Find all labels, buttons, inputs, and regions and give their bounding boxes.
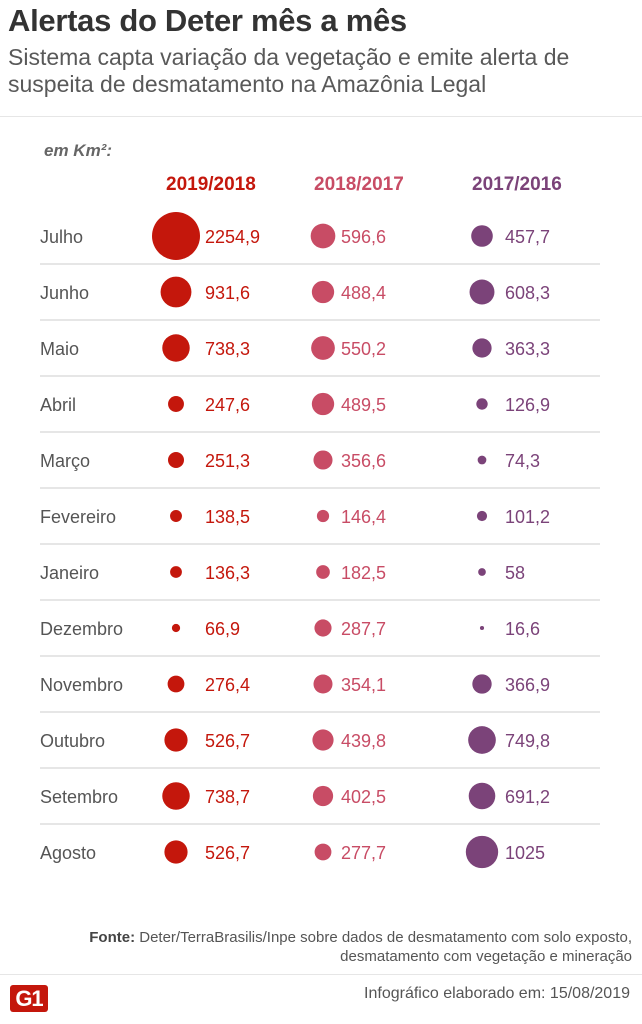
value-label-2019-outubro: 526,7: [205, 731, 250, 751]
value-label-2019-dezembro: 66,9: [205, 619, 240, 639]
g1-logo: G1: [10, 985, 48, 1012]
value-label-2018-novembro: 354,1: [341, 675, 386, 695]
bubble-2018-julho: [310, 223, 336, 249]
bubble-2019-maio: [162, 334, 190, 362]
row-label-junho: Junho: [40, 283, 89, 303]
value-label-2018-abril: 489,5: [341, 395, 386, 415]
value-label-2018-setembro: 402,5: [341, 787, 386, 807]
bubble-2019-abril: [168, 396, 184, 412]
row-label-setembro: Setembro: [40, 787, 118, 807]
value-label-2018-marco: 356,6: [341, 451, 386, 471]
value-label-2017-setembro: 691,2: [505, 787, 550, 807]
bubble-2019-outubro: [164, 728, 188, 752]
bubble-2017-dezembro: [479, 625, 485, 631]
value-label-2017-abril: 126,9: [505, 395, 550, 415]
bubble-2018-marco: [313, 450, 333, 470]
bubble-2017-fevereiro: [476, 510, 488, 522]
value-label-2017-junho: 608,3: [505, 283, 550, 303]
bubble-2019-novembro: [167, 675, 185, 693]
row-label-dezembro: Dezembro: [40, 619, 123, 639]
bubble-2017-abril: [476, 398, 488, 410]
bubble-2017-outubro: [468, 726, 496, 754]
value-label-2018-outubro: 439,8: [341, 731, 386, 751]
bubble-2018-agosto: [314, 843, 332, 861]
value-label-2017-janeiro: 58: [505, 563, 525, 583]
row-label-julho: Julho: [40, 227, 83, 247]
footer-divider: [0, 974, 642, 975]
bubble-2018-maio: [311, 336, 335, 360]
value-label-2018-fevereiro: 146,4: [341, 507, 386, 527]
value-label-2017-agosto: 1025: [505, 843, 545, 863]
row-label-fevereiro: Fevereiro: [40, 507, 116, 527]
row-label-abril: Abril: [40, 395, 76, 415]
header-divider: [0, 116, 642, 117]
unit-label: em Km²:: [44, 141, 113, 160]
value-label-2018-maio: 550,2: [341, 339, 386, 359]
value-label-2019-abril: 247,6: [205, 395, 250, 415]
bubble-2017-maio: [472, 338, 492, 358]
bubble-2019-fevereiro: [170, 510, 182, 522]
bubble-2018-fevereiro: [316, 509, 330, 523]
value-label-2017-fevereiro: 101,2: [505, 507, 550, 527]
bubble-2017-junho: [469, 279, 495, 305]
value-label-2019-junho: 931,6: [205, 283, 250, 303]
value-label-2019-fevereiro: 138,5: [205, 507, 250, 527]
bubble-2017-agosto: [465, 835, 499, 869]
bubble-2018-janeiro: [316, 565, 330, 579]
value-label-2019-julho: 2254,9: [205, 227, 260, 247]
value-label-2019-marco: 251,3: [205, 451, 250, 471]
value-label-2017-marco: 74,3: [505, 451, 540, 471]
bubble-2017-marco: [477, 455, 487, 465]
chart-subtitle: Sistema capta variação da vegetação e em…: [8, 44, 570, 97]
chart-title: Alertas do Deter mês a mês: [8, 3, 407, 38]
value-label-2019-janeiro: 136,3: [205, 563, 250, 583]
credit-text: Infográfico elaborado em: 15/08/2019: [364, 985, 630, 1002]
row-label-janeiro: Janeiro: [40, 563, 99, 583]
bubble-2019-junho: [160, 276, 192, 308]
source-text: Deter/TerraBrasilis/Inpe sobre dados de …: [135, 929, 632, 965]
row-label-marco: Março: [40, 451, 90, 471]
value-label-2018-dezembro: 287,7: [341, 619, 386, 639]
bubble-2019-marco: [167, 451, 185, 469]
value-label-2018-janeiro: 182,5: [341, 563, 386, 583]
bubble-2018-novembro: [313, 674, 333, 694]
row-label-novembro: Novembro: [40, 675, 123, 695]
row-label-agosto: Agosto: [40, 843, 96, 863]
value-label-2019-maio: 738,3: [205, 339, 250, 359]
bubble-2018-setembro: [312, 785, 334, 807]
column-header-2019: 2019/2018: [166, 174, 256, 195]
bubble-2018-junho: [311, 280, 335, 304]
value-label-2019-novembro: 276,4: [205, 675, 250, 695]
value-label-2019-agosto: 526,7: [205, 843, 250, 863]
value-label-2018-junho: 488,4: [341, 283, 386, 303]
row-label-maio: Maio: [40, 339, 79, 359]
value-label-2018-julho: 596,6: [341, 227, 386, 247]
row-label-outubro: Outubro: [40, 731, 105, 751]
bubble-2018-outubro: [312, 729, 334, 751]
bubble-2018-abril: [311, 392, 335, 416]
value-label-2017-outubro: 749,8: [505, 731, 550, 751]
bubble-2017-novembro: [472, 674, 492, 694]
bubble-2019-janeiro: [170, 566, 182, 578]
column-header-2017: 2017/2016: [472, 174, 562, 195]
bubble-2017-julho: [471, 225, 493, 247]
value-label-2017-julho: 457,7: [505, 227, 550, 247]
value-label-2017-dezembro: 16,6: [505, 619, 540, 639]
bubble-2018-dezembro: [314, 619, 332, 637]
source-label: Fonte:: [89, 929, 136, 946]
value-label-2018-agosto: 277,7: [341, 843, 386, 863]
value-label-2017-novembro: 366,9: [505, 675, 550, 695]
column-header-2018: 2018/2017: [314, 174, 404, 195]
bubble-2019-dezembro: [171, 623, 181, 633]
bubble-2019-agosto: [164, 840, 188, 864]
source-note: Fonte: Deter/TerraBrasilis/Inpe sobre da…: [12, 928, 632, 966]
bubble-2019-setembro: [162, 782, 190, 810]
bubble-2019-julho: [152, 212, 200, 260]
value-label-2017-maio: 363,3: [505, 339, 550, 359]
bubble-2017-setembro: [468, 782, 496, 810]
value-label-2019-setembro: 738,7: [205, 787, 250, 807]
bubble-table: Julho 2254,9 596,6 457,7 Junho 931,6 488,4 608,…: [40, 212, 600, 869]
bubble-2017-janeiro: [478, 568, 486, 576]
